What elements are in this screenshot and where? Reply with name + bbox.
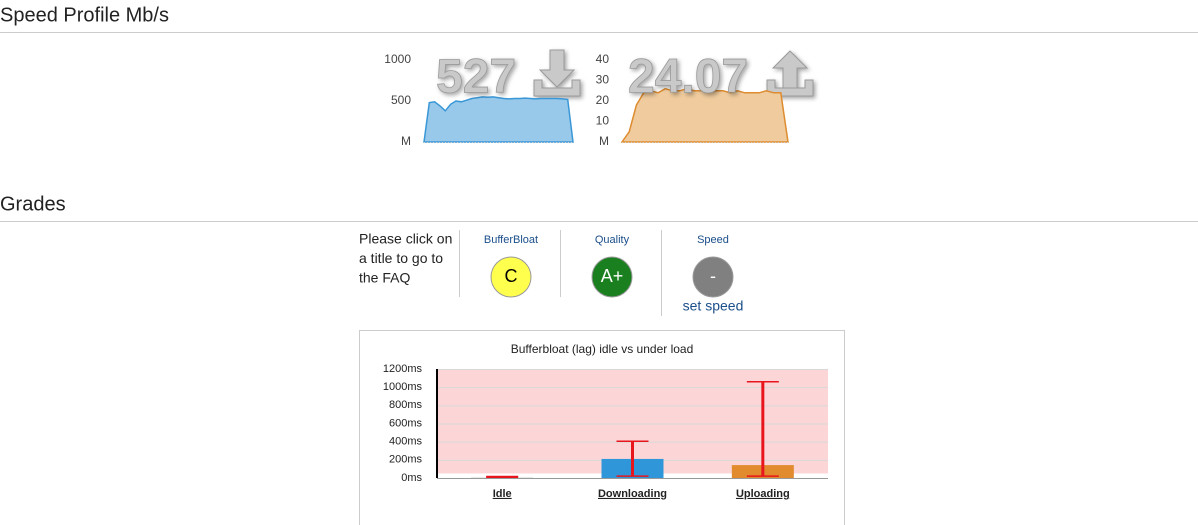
section-title: Grades [0, 193, 66, 215]
grade-badge [591, 256, 633, 298]
instruction: a title to go to [359, 250, 443, 266]
grade-badge [692, 256, 734, 298]
y-tick-label: 600ms [389, 417, 423, 429]
y-tick-label: 10 [596, 114, 610, 128]
grade-heading[interactable]: Quality [595, 234, 630, 246]
section-title: Speed Profile Mb/s [0, 4, 169, 26]
grade: A+ [601, 266, 624, 286]
x-tick-label[interactable]: Downloading [598, 488, 667, 500]
y-tick-label: 400ms [389, 436, 423, 448]
grade-heading[interactable]: Speed [697, 234, 729, 246]
speed-reading: 24.07 [628, 51, 748, 104]
upload-icon [766, 50, 814, 97]
grade-badge [490, 256, 532, 298]
y-tick-label: M [599, 134, 609, 148]
y-tick-label: 0ms [401, 472, 422, 484]
instruction: Please click on [359, 231, 452, 247]
y-tick-label: 500 [391, 93, 411, 107]
y-tick-label: 30 [596, 73, 610, 87]
area [620, 87, 789, 143]
grade: C [505, 266, 518, 286]
y-tick-label: 1000 [384, 52, 411, 66]
chart-title: Bufferbloat (lag) idle vs under load [511, 342, 694, 356]
grade-link[interactable]: set speed [683, 298, 744, 314]
y-tick-label: 1000ms [383, 381, 423, 393]
y-tick-label: M [401, 134, 411, 148]
x-tick-label[interactable]: Idle [493, 488, 512, 500]
grade: - [710, 266, 716, 286]
y-tick-label: 1200ms [383, 363, 423, 375]
instruction: the FAQ [359, 270, 410, 286]
chart-frame [359, 330, 845, 525]
download-icon [533, 49, 581, 97]
area [423, 96, 574, 143]
grade-heading[interactable]: BufferBloat [484, 234, 538, 246]
speed-reading: 527 [436, 51, 516, 104]
y-tick-label: 40 [596, 52, 610, 66]
x-tick-label[interactable]: Uploading [736, 488, 790, 500]
y-tick-label: 800ms [389, 399, 423, 411]
y-tick-label: 20 [596, 93, 610, 107]
y-tick-label: 200ms [389, 454, 423, 466]
